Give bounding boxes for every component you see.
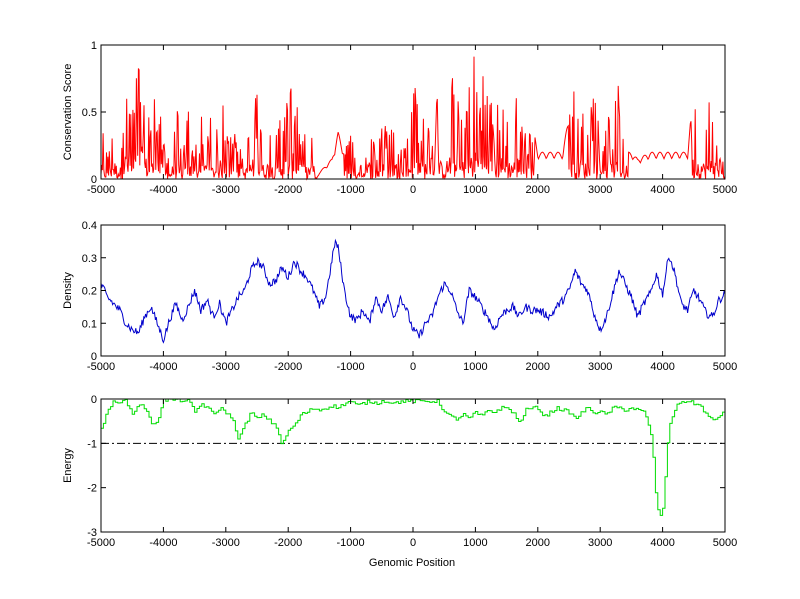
x-tick-label: -5000 — [87, 184, 115, 196]
x-tick-label: 1000 — [463, 537, 487, 549]
chart-panel-middle: -5000 -4000 -3000 -2000 -1000 0 1000 2000 3000 40… — [62, 220, 737, 373]
x-tick-label: 5000 — [713, 537, 737, 549]
y-tick-label: 0 — [91, 394, 97, 406]
x-tick-label: 0 — [410, 537, 416, 549]
x-tick-label: 2000 — [526, 361, 550, 373]
y-tick-label: 0.4 — [82, 220, 97, 232]
y-tick-label: -1 — [87, 438, 97, 450]
y-tick-label: 0 — [91, 351, 97, 363]
x-tick-label: 4000 — [650, 361, 674, 373]
y-axis-label-bottom: Energy — [62, 448, 74, 483]
x-tick-label: -4000 — [149, 361, 177, 373]
chart-panel-bottom: -5000 -4000 -3000 -2000 -1000 0 1000 2000 3000 40… — [62, 394, 737, 549]
y-tick-label: 0.2 — [82, 286, 97, 298]
y-tick-label: 0.1 — [82, 318, 97, 330]
x-tick-label: -4000 — [149, 184, 177, 196]
x-tick-label: 3000 — [588, 184, 612, 196]
x-tick-label: 3000 — [588, 537, 612, 549]
x-tick-label: 2000 — [526, 184, 550, 196]
x-tick-label: 5000 — [713, 184, 737, 196]
y-tick-label: 1 — [91, 40, 97, 52]
y-tick-label: 0 — [91, 174, 97, 186]
x-tick-label: 3000 — [588, 361, 612, 373]
x-tick-label: -1000 — [337, 537, 365, 549]
x-tick-label: -2000 — [274, 184, 302, 196]
x-tick-label: -4000 — [149, 537, 177, 549]
y-tick-label: 0.5 — [82, 107, 97, 119]
y-tick-label: 0.3 — [82, 253, 97, 265]
x-tick-label: 0 — [410, 184, 416, 196]
x-tick-label: 2000 — [526, 537, 550, 549]
plot-area — [101, 225, 725, 356]
series-line-middle — [100, 238, 726, 344]
x-tick-label: 4000 — [650, 537, 674, 549]
x-tick-label: -5000 — [87, 361, 115, 373]
x-tick-label: -5000 — [87, 537, 115, 549]
x-tick-label: 5000 — [713, 361, 737, 373]
chart-panel-top: -5000 -4000 -3000 -2000 -1000 0 1000 2000 3000 40… — [62, 40, 737, 196]
x-tick-label: -2000 — [274, 361, 302, 373]
plot-area — [101, 399, 725, 532]
x-tick-label: -2000 — [274, 537, 302, 549]
x-tick-label: -1000 — [337, 361, 365, 373]
chart-panels: -5000 -4000 -3000 -2000 -1000 0 1000 2000 3000 40… — [62, 40, 737, 549]
y-axis-label-top: Conservation Score — [62, 64, 74, 161]
x-tick-label: 1000 — [463, 361, 487, 373]
y-axis-label-middle: Density — [62, 272, 74, 309]
x-tick-label: 4000 — [650, 184, 674, 196]
x-axis-label: Genomic Position — [369, 557, 455, 569]
x-tick-label: 0 — [410, 361, 416, 373]
x-tick-label: -3000 — [212, 184, 240, 196]
x-tick-label: -1000 — [337, 184, 365, 196]
series-line-top — [100, 56, 726, 181]
x-tick-label: 1000 — [463, 184, 487, 196]
y-tick-label: -2 — [87, 483, 97, 495]
x-tick-label: -3000 — [212, 361, 240, 373]
x-tick-label: -3000 — [212, 537, 240, 549]
y-tick-label: -3 — [87, 527, 97, 539]
